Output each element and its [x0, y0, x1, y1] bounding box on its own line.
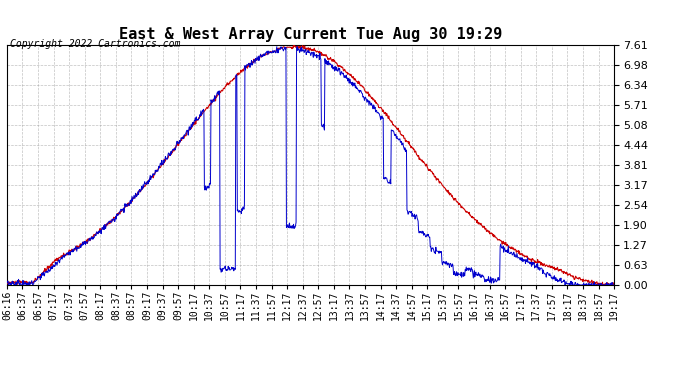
Text: Copyright 2022 Cartronics.com: Copyright 2022 Cartronics.com [10, 39, 181, 50]
Title: East & West Array Current Tue Aug 30 19:29: East & West Array Current Tue Aug 30 19:… [119, 27, 502, 42]
